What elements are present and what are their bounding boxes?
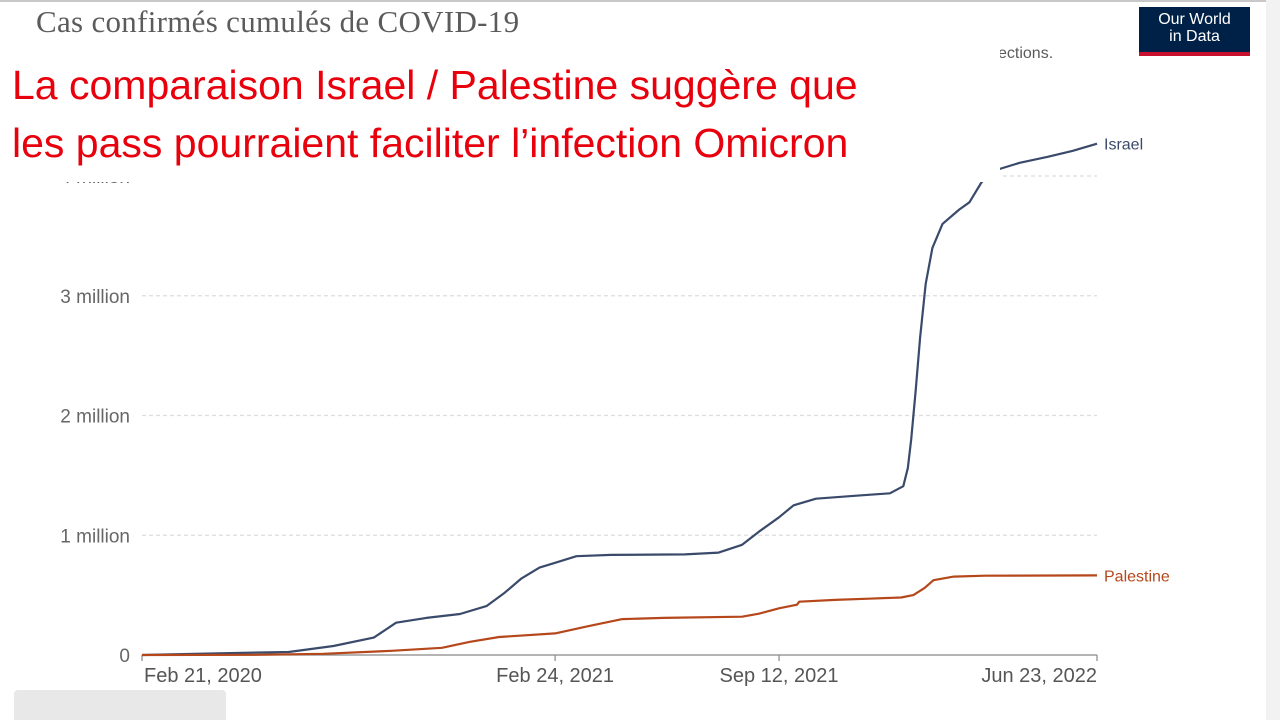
series-lines [141,142,1098,657]
series-label-palestine: Palestine [1104,568,1170,585]
y-tick-label: 0 [119,646,130,667]
y-tick-label: 1 million [60,526,130,547]
overlay-annotation: La comparaison Israel / Palestine suggèr… [12,56,1002,172]
overlay-line-2: les pass pourraient faciliter l’infectio… [12,120,849,166]
logo-line-1: Our World [1158,11,1231,28]
logo-line-2: in Data [1169,28,1220,45]
overlay-line-1: La comparaison Israel / Palestine suggèr… [12,62,858,108]
y-tick-label: 3 million [60,287,130,308]
top-border [0,0,1280,2]
series-line-israel[interactable] [141,142,1098,657]
y-tick-label: 2 million [60,407,130,428]
footer-tab[interactable] [14,690,226,720]
grid-lines [142,175,1097,536]
overlay-background [0,40,1000,182]
chart-title: Cas confirmés cumulés de COVID-19 [36,4,520,39]
x-tick-label: Sep 12, 2021 [720,665,839,687]
chart-subtitle-fragment: ections. [998,45,1054,62]
x-tick-label: Feb 24, 2021 [496,665,614,687]
series-labels: Israel Palestine [1104,137,1170,586]
x-tick-label: Jun 23, 2022 [981,665,1097,687]
owid-logo[interactable]: Our World in Data [1139,7,1250,56]
window-edge [1266,0,1280,720]
x-axis: Feb 21, 2020 Feb 24, 2021 Sep 12, 2021 Jun … [141,654,1098,687]
series-label-israel: Israel [1104,137,1143,154]
x-tick-label: Feb 21, 2020 [144,665,262,687]
series-line-palestine[interactable] [141,574,1098,657]
